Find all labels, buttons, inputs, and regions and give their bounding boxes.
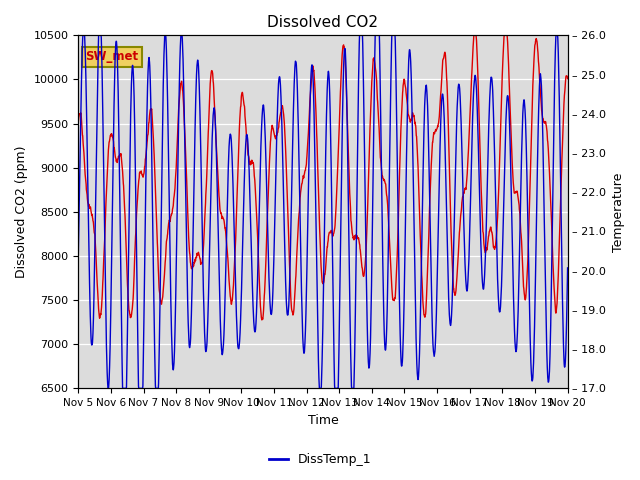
DissTemp_1 xyxy=(550,136,557,142)
DissCO2_1 xyxy=(74,120,82,126)
Y-axis label: Temperature: Temperature xyxy=(612,172,625,252)
DissTemp_1 xyxy=(550,121,557,127)
X-axis label: Time: Time xyxy=(308,414,339,427)
DissTemp_1 xyxy=(100,155,108,161)
DissCO2_1 xyxy=(550,277,557,283)
DissCO2_1 xyxy=(258,317,266,323)
DissTemp_1 xyxy=(300,349,308,355)
DissTemp_1 xyxy=(313,266,321,272)
Y-axis label: Dissolved CO2 (ppm): Dissolved CO2 (ppm) xyxy=(15,145,28,278)
Title: Dissolved CO2: Dissolved CO2 xyxy=(268,15,378,30)
DissTemp_1 xyxy=(564,265,572,271)
DissCO2_1 xyxy=(564,76,572,82)
Line: DissCO2_1: DissCO2_1 xyxy=(78,36,568,320)
DissCO2_1 xyxy=(99,269,107,275)
DissTemp_1 xyxy=(460,229,468,235)
DissCO2_1 xyxy=(312,125,320,131)
DissCO2_1 xyxy=(460,191,468,196)
DissTemp_1 xyxy=(74,254,82,260)
DissCO2_1 xyxy=(300,174,307,180)
Legend: DissTemp_1: DissTemp_1 xyxy=(264,448,376,471)
DissCO2_1 xyxy=(470,33,478,38)
DissCO2_1 xyxy=(550,280,557,286)
Line: DissTemp_1: DissTemp_1 xyxy=(78,36,568,388)
DissTemp_1 xyxy=(104,385,112,391)
Text: SW_met: SW_met xyxy=(86,50,139,63)
DissTemp_1 xyxy=(79,33,87,38)
